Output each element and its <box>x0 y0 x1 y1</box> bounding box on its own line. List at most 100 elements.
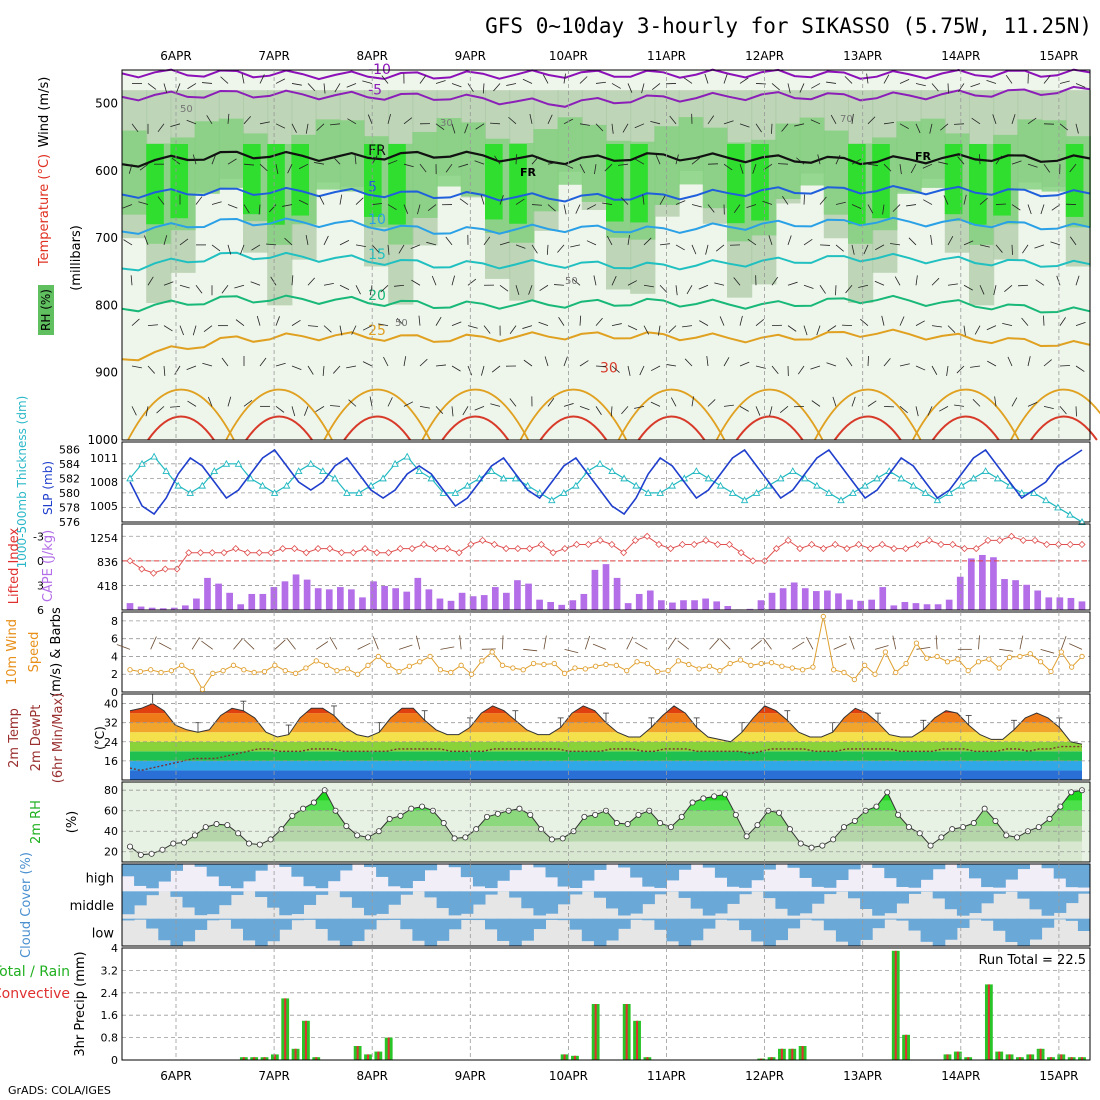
wind-barb <box>931 365 938 375</box>
wind-barb <box>1069 643 1083 650</box>
top-day-label: 6APR <box>160 49 191 63</box>
cloud-cover-cell <box>424 864 438 871</box>
wind-barb <box>467 278 477 286</box>
rh-point <box>938 834 945 841</box>
cape-bar <box>691 600 698 610</box>
wind-barb <box>641 83 645 94</box>
wind-barb <box>627 280 638 286</box>
rh-tick-label: 80 <box>104 784 118 797</box>
thickness-point <box>656 488 664 496</box>
wind-barb <box>475 123 485 130</box>
rh-2m-frame <box>121 781 1091 863</box>
cape-bar <box>934 604 942 610</box>
rh-shading <box>315 119 341 190</box>
cloud-cover-cell <box>182 918 196 942</box>
wind-barb <box>531 156 539 165</box>
pressure-tick-label: 500 <box>95 97 118 111</box>
wind-barb <box>435 316 442 326</box>
rh-point <box>256 841 263 848</box>
pressure-tick-label: 1000 <box>87 433 118 447</box>
freezing-level-label: FR <box>915 150 932 163</box>
rh-shading <box>170 144 189 219</box>
wind-barb <box>333 365 341 374</box>
wind-speed-point <box>437 667 444 673</box>
wind-barb <box>792 641 805 650</box>
wind-speed-point <box>944 659 951 665</box>
cloud-cover-cell <box>751 864 764 881</box>
cape-bar <box>658 600 665 610</box>
thickness-point <box>415 467 423 475</box>
wind-barb <box>157 196 165 205</box>
wind-barb <box>451 123 456 134</box>
cloud-cover-cell <box>787 918 801 929</box>
cape-bar <box>812 591 820 610</box>
slp-tick-label: 1011 <box>90 452 118 465</box>
wind-barb <box>275 316 280 326</box>
thickness-point <box>343 488 351 496</box>
wind-barb <box>733 277 741 286</box>
wind-barb <box>415 635 421 650</box>
wind-barb <box>899 406 908 414</box>
wind-barb <box>691 204 702 208</box>
wind-barb <box>170 405 181 408</box>
bottom-day-axis: 6APR 7APR 8APR 9APR 10APR 11APR 12APR 13APR 14AP… <box>160 1069 1078 1083</box>
wind-barb <box>128 164 133 174</box>
rh-point <box>440 820 447 827</box>
wind-barb <box>387 397 393 407</box>
wind-barb <box>243 400 253 407</box>
cape-bar <box>292 574 300 610</box>
wind-barb <box>947 83 949 94</box>
wind-barb <box>186 119 197 125</box>
isotherm-label: 10 <box>368 212 386 228</box>
wind-barb <box>826 81 837 84</box>
lifted-index-point <box>326 545 334 553</box>
surface-isotherm-line <box>519 388 628 441</box>
wind-barb <box>305 123 309 134</box>
cape-bar <box>392 588 400 610</box>
wind-barb <box>787 235 792 246</box>
cloud-cover-cell <box>1065 864 1079 888</box>
cape-bar <box>491 587 499 610</box>
cloud-cover-cell <box>1077 864 1091 888</box>
cloud-cover-cell <box>146 891 159 896</box>
cloud-cover-cell <box>146 918 159 929</box>
wind-barb <box>1043 315 1045 326</box>
thickness-point <box>776 474 785 482</box>
wind-barb <box>593 275 597 286</box>
rh-point <box>819 842 826 849</box>
wind-barb <box>621 406 629 415</box>
wind-barb <box>282 204 293 207</box>
wind-barb <box>259 121 270 125</box>
wind-barb <box>243 639 255 650</box>
lifted-index-point <box>902 545 910 553</box>
wind-barb <box>538 321 549 327</box>
cloud-cover-cell <box>460 918 474 920</box>
lifted-index-point <box>949 540 957 549</box>
surface-isotherm-line <box>715 388 824 441</box>
wind-barb <box>595 317 603 326</box>
wind-barb <box>931 83 939 92</box>
wind-barb <box>874 280 885 286</box>
wind-barb <box>508 116 517 125</box>
rh-point <box>1003 832 1010 839</box>
thickness-point <box>1042 496 1050 504</box>
wind-barb <box>970 83 981 88</box>
isotherm-label: -5 <box>368 82 382 98</box>
wind-speed-point <box>241 667 247 673</box>
wind-barb <box>705 244 709 255</box>
lifted-index-point <box>1054 540 1063 549</box>
wind-barb <box>158 642 172 650</box>
top-day-label: 7APR <box>258 49 289 63</box>
wind-barb <box>547 204 556 212</box>
wind-barb <box>523 648 538 652</box>
wind-barb <box>1027 117 1037 125</box>
wind-barb <box>963 325 966 336</box>
cloud-cover-cell <box>981 864 994 888</box>
temperature-band <box>130 741 1082 752</box>
cloud-cover-cell <box>908 891 922 894</box>
cape-li-panel: -3 0 3 6 1254 836 418 Lifted Index CAPE (J/kg) <box>7 523 1091 617</box>
bottom-day-label: 6APR <box>160 1069 191 1083</box>
precip-convective-bar <box>946 1054 949 1060</box>
wind-speed-point <box>272 662 278 668</box>
